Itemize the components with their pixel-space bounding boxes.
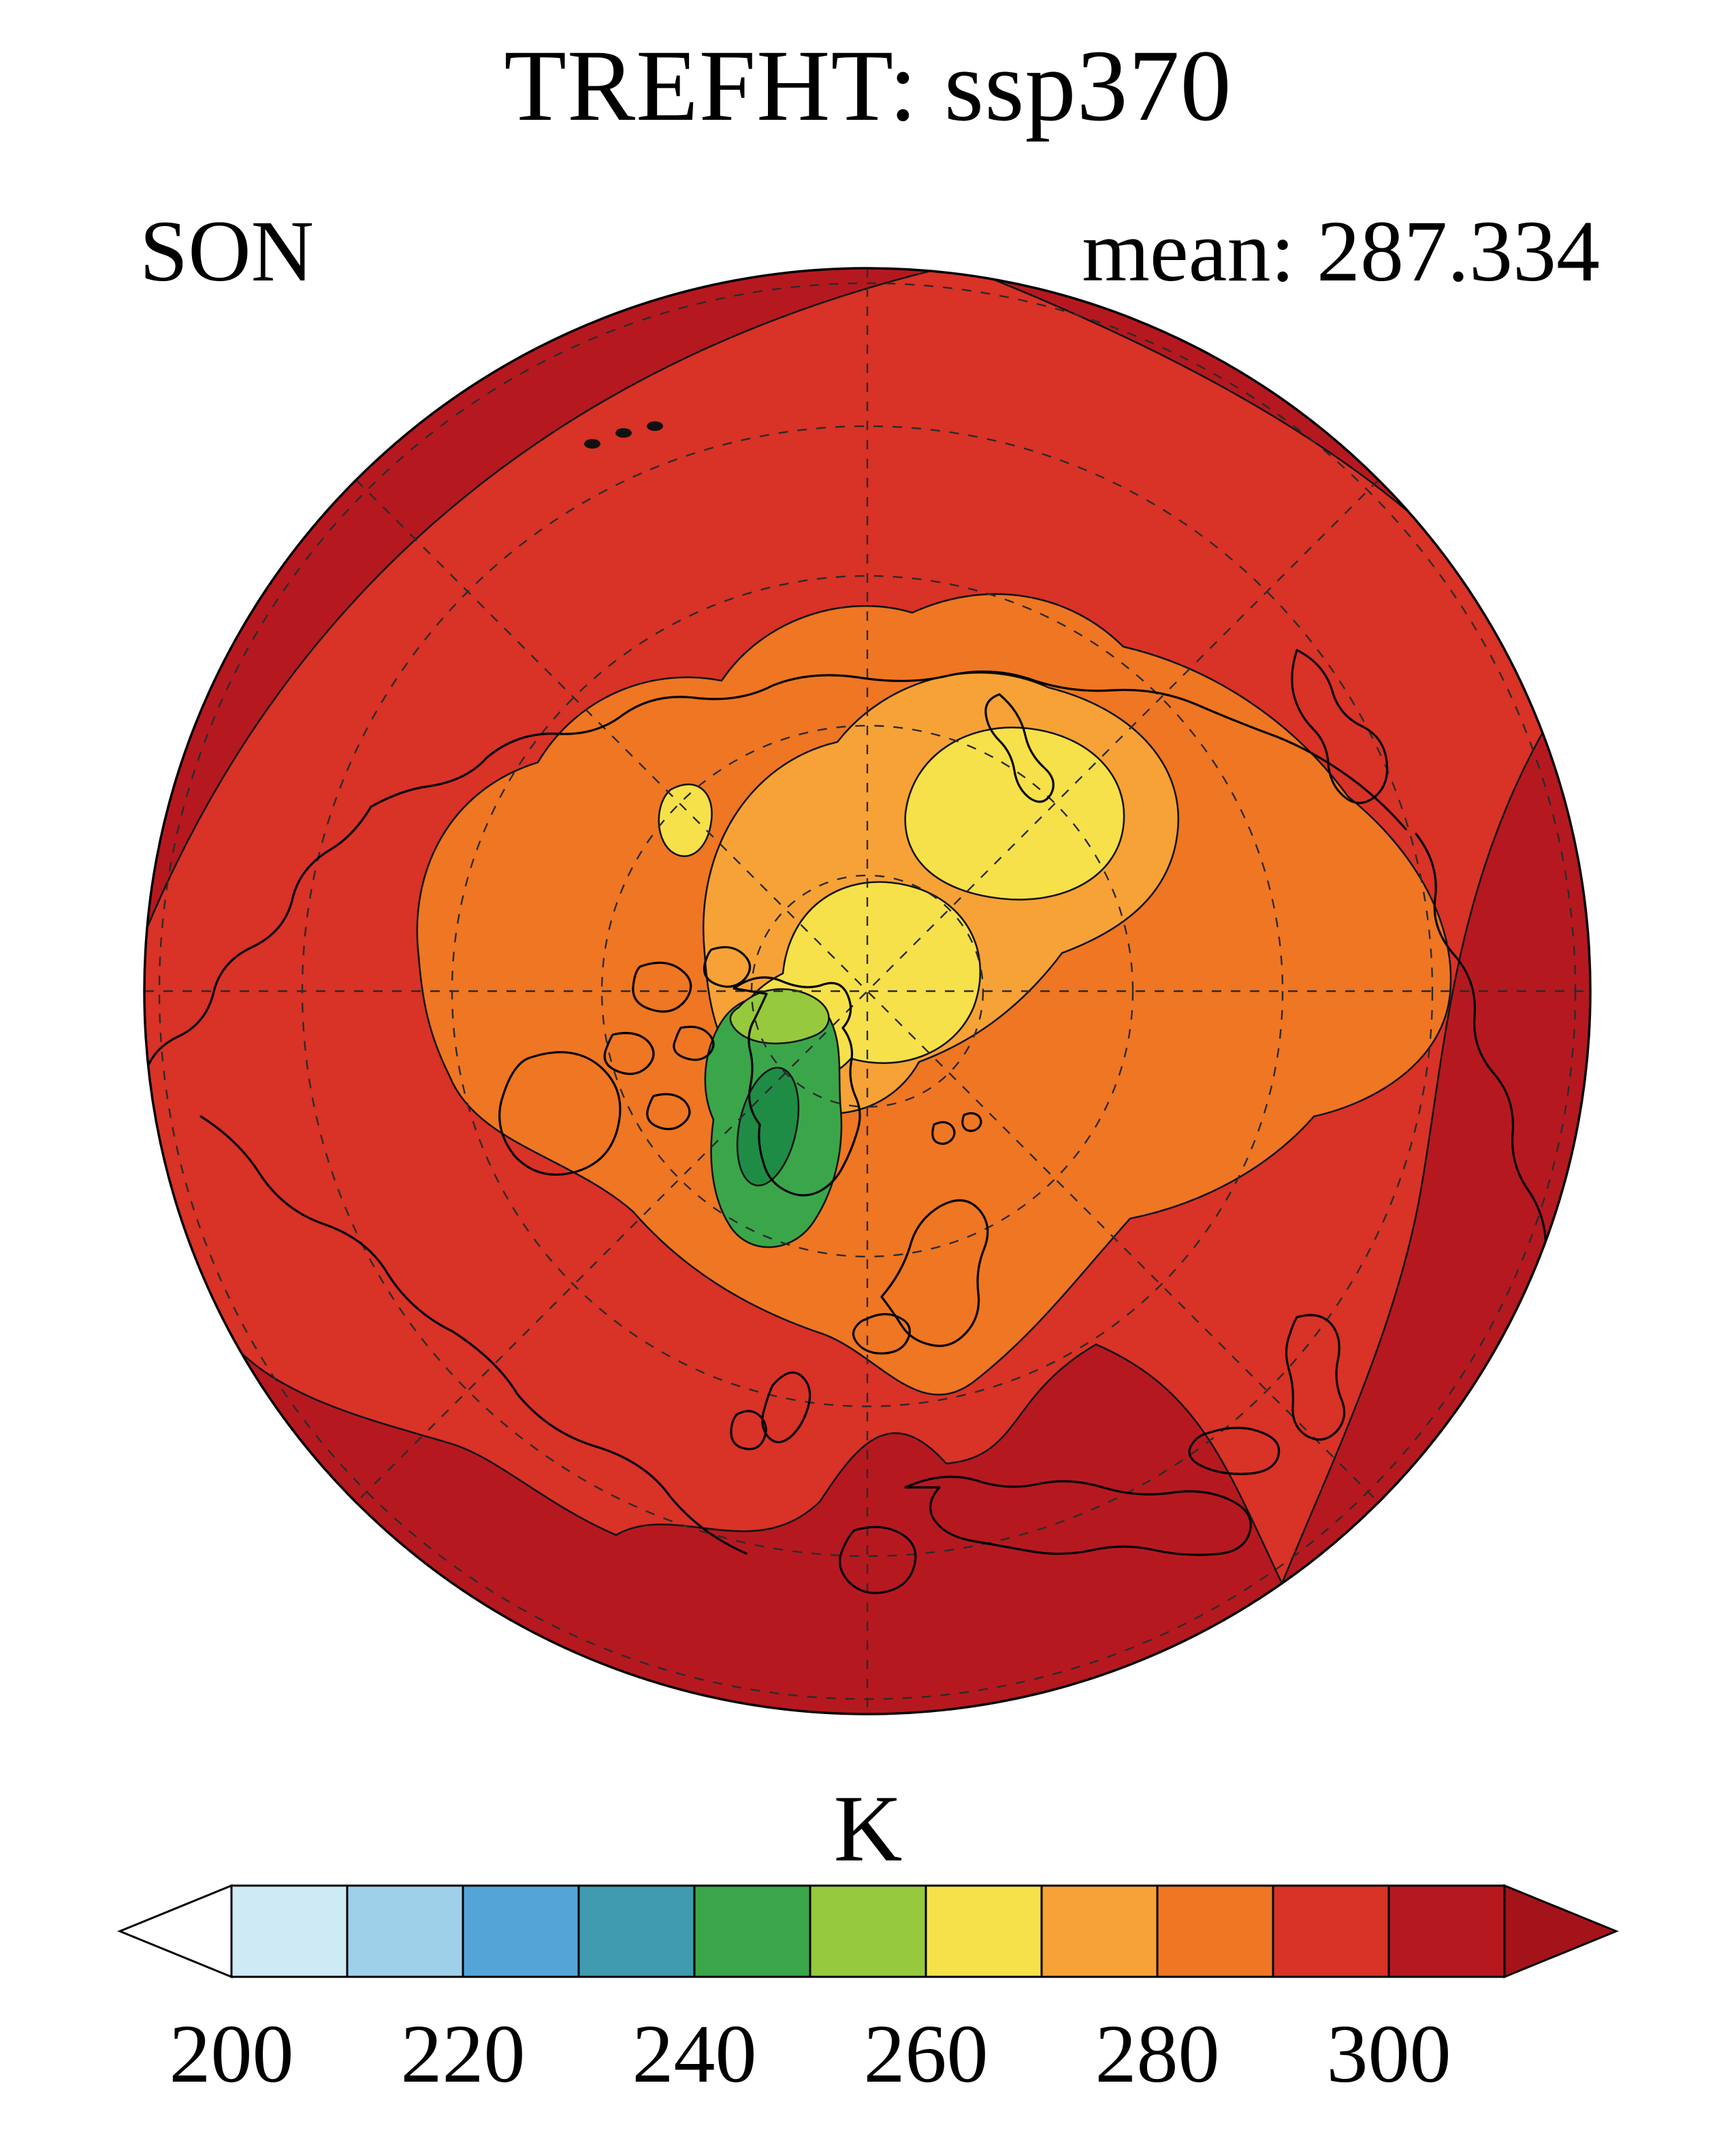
colorbar-segment <box>1387 1884 1506 1978</box>
coastlines <box>144 421 1547 1594</box>
coastline-scandinavia <box>880 1199 989 1347</box>
colorbar-tick-280: 280 <box>1095 2008 1220 2100</box>
colorbar-tick-300: 300 <box>1326 2008 1451 2100</box>
colorbar-segment <box>809 1884 927 1978</box>
contour-region-250-260-greenland-fringe <box>729 988 830 1045</box>
coastline-britain <box>761 1371 811 1444</box>
graticule <box>144 268 1590 1714</box>
coastline-arctic-island <box>632 961 692 1013</box>
colorbar-segment <box>462 1884 580 1978</box>
colorbar-segment <box>346 1884 464 1978</box>
coastline-svalbard <box>931 1120 956 1145</box>
map-boundary <box>143 267 1592 1715</box>
colorbar-tick-260: 260 <box>863 2008 988 2100</box>
colorbar-segment <box>693 1884 811 1978</box>
colorbar-left-arrow <box>117 1884 233 1979</box>
coastline-north-america-pacific <box>199 1115 748 1555</box>
colorbar-segment <box>1272 1884 1390 1978</box>
coastline-mediterranean <box>904 1475 1252 1556</box>
colorbar-right-arrow <box>1503 1884 1619 1979</box>
colorbar-unit-label: K <box>833 1776 903 1882</box>
coastline-arctic-island <box>673 1025 715 1061</box>
aleutian-island-speck <box>584 439 600 449</box>
coastline-arctic-island <box>646 1093 691 1131</box>
coastline-iceland <box>852 1312 911 1355</box>
coastline-hudson-bay <box>498 1051 622 1176</box>
coastline-arctic-island <box>703 946 752 988</box>
aleutian-island-speck <box>615 428 632 438</box>
colorbar-segment <box>1040 1884 1159 1978</box>
coastline-eurasia-arctic <box>370 670 1407 830</box>
mean-label: mean: 287.334 <box>1082 203 1600 300</box>
contour-region-260-270-siberia <box>904 726 1125 901</box>
coastline-kamchatka <box>1291 649 1389 805</box>
colorbar-tick-240: 240 <box>632 2008 757 2100</box>
colorbar-segment <box>577 1884 696 1978</box>
aleutian-island-speck <box>647 421 663 431</box>
colorbar-segment <box>230 1884 349 1978</box>
coastline-ireland <box>730 1410 767 1451</box>
coastline-novaya-zemlya <box>984 693 1055 803</box>
colorbar-segment <box>925 1884 1043 1978</box>
coastline-svalbard <box>961 1112 982 1132</box>
coastline-caspian-sea <box>1285 1314 1346 1441</box>
season-label: SON <box>140 203 315 300</box>
coastline-black-sea <box>1188 1426 1281 1475</box>
polar-map <box>144 268 1590 1714</box>
coastline-iberia <box>839 1526 917 1594</box>
coastline-east-asia <box>1415 833 1547 1256</box>
contour-region-greenland-core <box>736 1067 800 1187</box>
coastline-arctic-island <box>603 1032 655 1076</box>
coastline-greenland <box>733 976 861 1197</box>
coastline-north-america-arctic <box>144 805 372 1082</box>
colorbar-tick-220: 220 <box>400 2008 526 2100</box>
colorbar-segment <box>1156 1884 1274 1978</box>
colorbar-tick-200: 200 <box>169 2008 294 2100</box>
plot-title: TREFHT: ssp370 <box>504 29 1232 142</box>
colorbar <box>117 1884 1619 1979</box>
contour-region-260-270-small <box>658 783 713 858</box>
